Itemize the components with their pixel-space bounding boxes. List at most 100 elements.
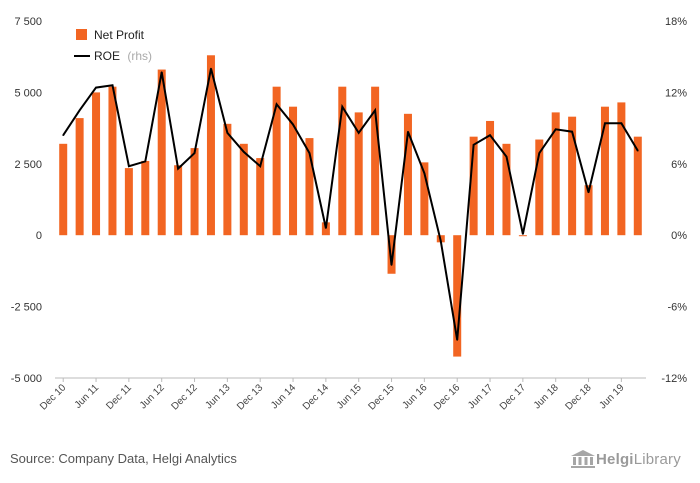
roe-point	[177, 167, 179, 170]
x-tick-label: Dec 11	[104, 382, 134, 412]
net-profit-bar	[305, 138, 314, 236]
net-profit-bar	[141, 160, 150, 236]
net-profit-bar	[568, 116, 577, 236]
net-profit-bar	[535, 139, 544, 236]
y-left-tick-label: 2 500	[14, 159, 42, 171]
net-profit-bars	[59, 55, 642, 357]
roe-point	[275, 103, 278, 106]
net-profit-bar	[206, 55, 215, 236]
roe-point	[554, 128, 557, 131]
y-right-tick-label: 0%	[671, 230, 687, 242]
x-tick-label: Jun 16	[400, 382, 429, 411]
brand-logo: HelgiLibrary	[570, 449, 681, 469]
roe-point	[456, 339, 459, 341]
roe-point	[226, 132, 229, 134]
roe-point	[620, 122, 623, 125]
net-profit-bar	[371, 86, 380, 236]
net-profit-bar	[92, 92, 101, 236]
x-tick-label: Dec 13	[235, 382, 265, 412]
y-right-tick-label: -6%	[667, 302, 687, 314]
roe-point	[325, 227, 327, 229]
roe-point	[341, 105, 344, 108]
bank-building-icon	[571, 450, 595, 468]
roe-point	[390, 264, 393, 266]
y-left-tick-label: 5 000	[14, 87, 42, 99]
roe-point	[423, 172, 426, 175]
x-tick-label: Dec 17	[498, 382, 528, 412]
y-left-tick-label: 7 500	[14, 16, 42, 28]
net-profit-bar	[190, 148, 199, 236]
roe-point	[505, 155, 508, 158]
x-tick-label: Jun 14	[269, 382, 298, 411]
net-profit-bar	[256, 158, 265, 236]
y-right-tick-label: -12%	[661, 373, 687, 385]
roe-point	[259, 165, 262, 167]
roe-point	[374, 109, 376, 112]
legend-swatch-net-profit	[76, 29, 87, 40]
legend: Net Profit ROE (rhs)	[74, 28, 152, 63]
roe-point	[538, 152, 541, 154]
roe-point	[95, 86, 97, 89]
x-tick-label: Dec 12	[169, 382, 199, 412]
net-profit-bar	[108, 86, 117, 236]
x-tick-label: Jun 17	[466, 382, 495, 411]
x-tick-label: Dec 18	[563, 382, 593, 412]
legend-label-roe-name: ROE	[94, 49, 120, 63]
brand-name: HelgiLibrary	[596, 451, 681, 468]
net-profit-bar	[124, 168, 133, 236]
roe-point	[522, 233, 524, 235]
roe-point	[636, 149, 639, 152]
roe-point	[604, 122, 606, 125]
roe-point	[489, 134, 491, 137]
roe-point	[439, 240, 442, 242]
roe-point	[144, 160, 147, 163]
roe-point	[210, 67, 212, 70]
net-profit-bar	[551, 112, 560, 236]
roe-point	[78, 109, 81, 112]
legend-label-net-profit: Net Profit	[94, 28, 145, 42]
roe-point	[111, 84, 114, 87]
roe-point	[160, 71, 163, 73]
y-left-tick-label: 0	[36, 230, 42, 242]
roe-point	[587, 191, 590, 194]
net-profit-bar	[75, 118, 84, 236]
roe-point	[242, 151, 245, 153]
net-profit-bar	[584, 185, 593, 236]
net-profit-bar	[403, 113, 412, 236]
x-tick-label: Jun 11	[73, 382, 102, 411]
y-left-tick-label: -5 000	[11, 373, 42, 385]
x-tick-label: Jun 15	[335, 382, 364, 411]
net-profit-bar	[469, 136, 478, 236]
roe-point	[308, 152, 311, 154]
net-profit-bar	[272, 86, 281, 236]
roe-line	[62, 68, 639, 341]
roe-line-series	[62, 67, 639, 341]
legend-label-roe: ROE (rhs)	[94, 49, 152, 63]
net-profit-bar	[239, 143, 248, 236]
net-profit-bar	[157, 69, 166, 236]
y-right-axis: 18% 12% 6% 0% -6% -12%	[661, 16, 687, 385]
x-tick-label: Jun 12	[138, 382, 167, 411]
y-left-tick-label: -2 500	[11, 302, 42, 314]
roe-point	[193, 152, 196, 154]
x-tick-label: Dec 10	[38, 382, 68, 412]
legend-label-roe-suffix: (rhs)	[127, 49, 152, 63]
brand-name-second: Library	[633, 450, 681, 468]
net-profit-bar	[486, 120, 495, 236]
brand-name-first: Helgi	[596, 450, 634, 468]
x-tick-label: Dec 16	[432, 382, 462, 412]
net-profit-bar	[502, 143, 511, 236]
net-profit-bar	[338, 86, 347, 236]
roe-point	[128, 165, 130, 167]
y-left-axis: 7 500 5 000 2 500 0 -2 500 -5 000	[11, 16, 42, 385]
roe-point	[62, 134, 65, 137]
net-profit-bar	[387, 235, 396, 274]
x-axis: Dec 10 Jun 11 Dec 11 Jun 12 Dec 12 Jun 13 Dec …	[38, 378, 627, 413]
net-profit-bar	[600, 106, 609, 236]
net-profit-bar	[518, 235, 527, 237]
roe-point	[407, 130, 409, 133]
y-right-tick-label: 6%	[671, 159, 687, 171]
y-right-tick-label: 18%	[665, 16, 687, 28]
net-profit-bar	[420, 162, 429, 236]
net-profit-bar	[289, 106, 298, 236]
